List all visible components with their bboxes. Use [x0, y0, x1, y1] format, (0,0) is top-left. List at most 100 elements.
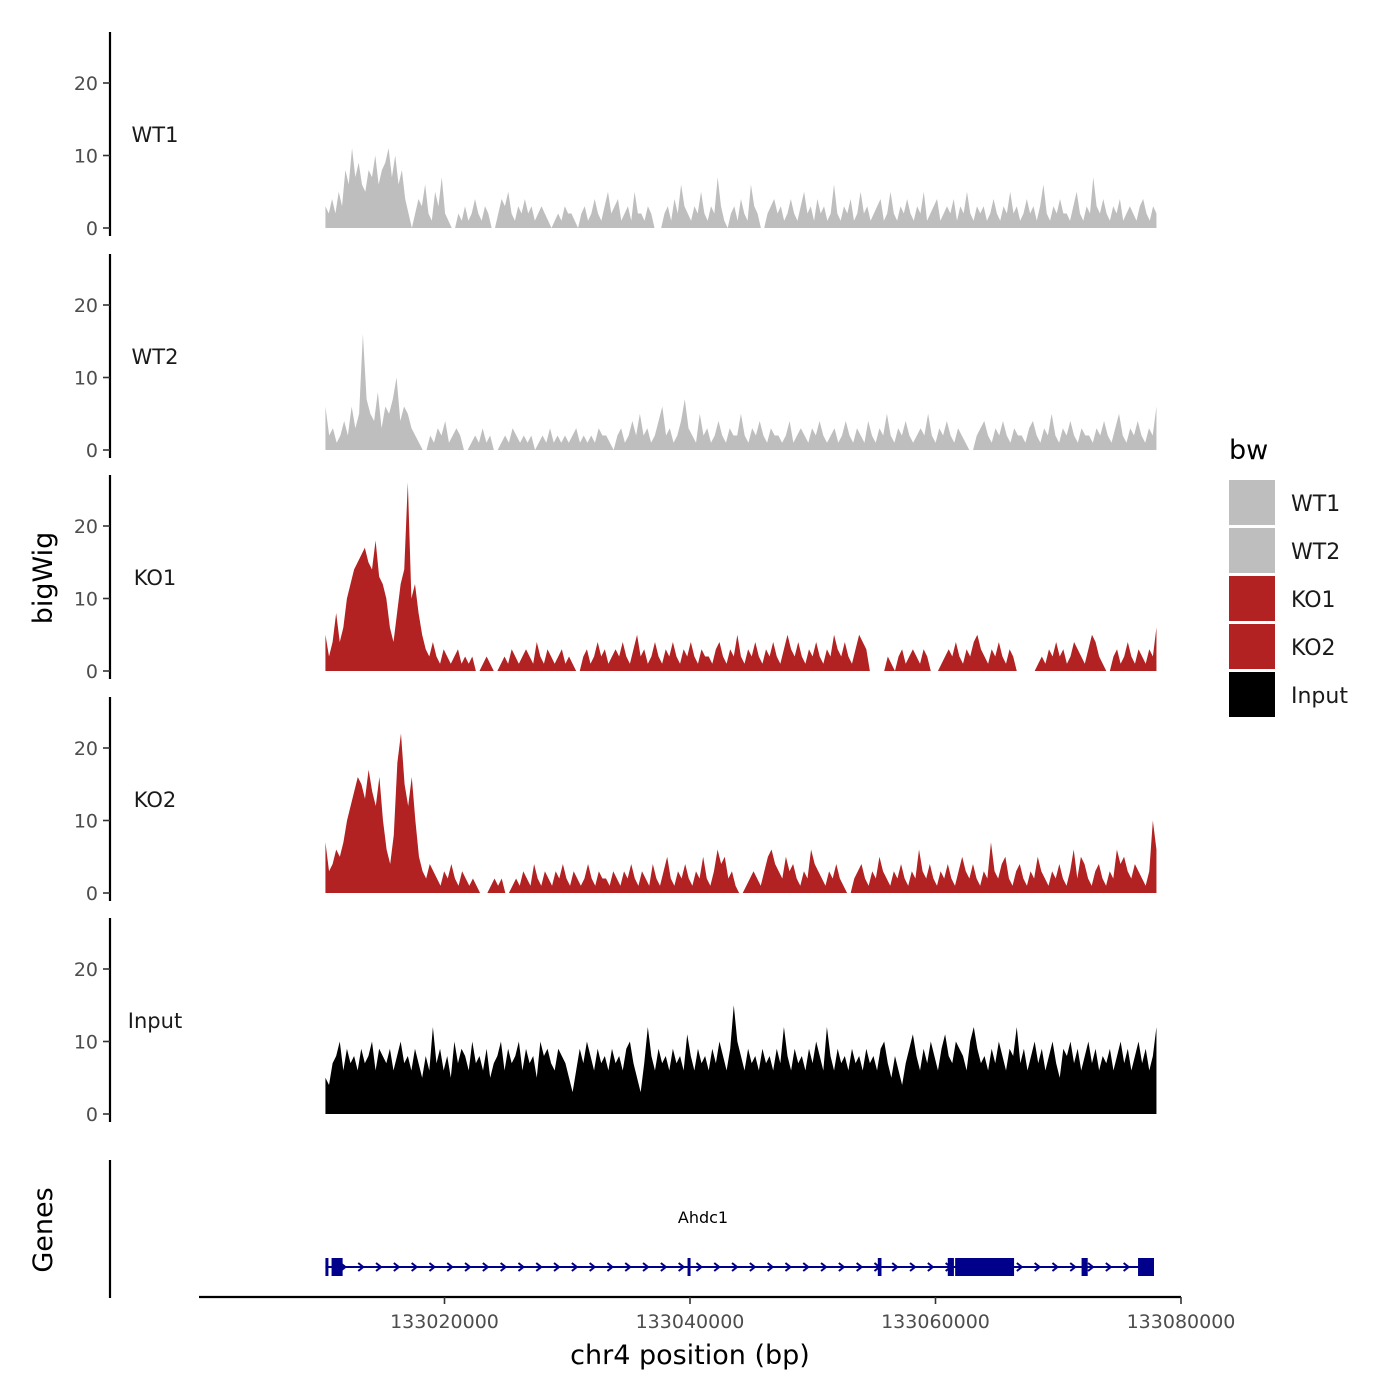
legend: bw WT1 WT2 KO1 KO2 Input	[1229, 435, 1348, 717]
y-tick-label: 10	[74, 1032, 98, 1054]
strand-arrow	[891, 1262, 899, 1272]
strand-arrow	[428, 1262, 437, 1272]
strand-arrow	[1069, 1262, 1077, 1272]
strand-arrow	[802, 1262, 810, 1272]
gene-exon	[687, 1258, 691, 1276]
strand-arrow	[517, 1262, 526, 1272]
strand-arrow	[856, 1262, 864, 1272]
y-tick-label: 0	[86, 1104, 98, 1126]
strand-arrow	[927, 1262, 935, 1272]
y-tick-label: 10	[74, 811, 98, 833]
gene-exon	[947, 1258, 954, 1276]
y-tick-label: 0	[86, 440, 98, 462]
coverage-area	[325, 334, 1157, 450]
strand-arrow	[695, 1262, 704, 1272]
coverage-area	[325, 733, 1157, 893]
track-label: Input	[128, 1009, 182, 1033]
gene-exon	[1081, 1258, 1088, 1276]
gene-exon	[331, 1258, 343, 1276]
track-label: KO2	[134, 788, 177, 812]
y-tick-label: 20	[74, 73, 98, 95]
track-input: 0 10 20 Input	[74, 918, 1157, 1126]
track-wt2: 0 10 20 WT2	[74, 254, 1157, 462]
gene-exon	[955, 1258, 1015, 1276]
track-ko1: 0 10 20 KO1	[74, 475, 1157, 683]
track-wt1: 0 10 20 WT1	[74, 32, 1157, 240]
strand-arrow	[1123, 1262, 1131, 1272]
legend-key-input	[1229, 672, 1275, 717]
x-tick-label: 133040000	[636, 1311, 745, 1333]
strand-arrow	[464, 1262, 472, 1272]
strand-arrow	[678, 1262, 686, 1272]
coverage-area	[325, 148, 1157, 228]
y-tick-label: 20	[74, 516, 98, 538]
strand-arrow	[838, 1262, 846, 1272]
strand-arrow	[393, 1262, 401, 1272]
y-tick-label: 0	[86, 218, 98, 240]
strand-arrow	[1034, 1262, 1042, 1272]
strand-arrow	[446, 1262, 454, 1272]
gene-exon	[325, 1258, 329, 1276]
legend-label-wt1: WT1	[1291, 492, 1340, 517]
strand-arrow	[411, 1262, 419, 1272]
strand-arrow	[375, 1262, 383, 1272]
legend-title: bw	[1229, 435, 1268, 466]
gene-exon	[877, 1258, 882, 1276]
y-tick-label: 10	[74, 368, 98, 390]
strand-arrow	[1105, 1262, 1113, 1272]
strand-arrow	[713, 1262, 721, 1272]
y-axis-title-bigwig: bigWig	[28, 532, 59, 625]
strand-arrow	[1051, 1262, 1060, 1272]
legend-key-ko1	[1229, 576, 1275, 621]
strand-arrow	[1087, 1262, 1095, 1272]
legend-key-wt1	[1229, 480, 1275, 525]
coverage-area	[325, 482, 1157, 671]
strand-arrow	[589, 1262, 597, 1272]
strand-arrow	[535, 1262, 543, 1272]
strand-arrow	[500, 1262, 508, 1272]
strand-arrow	[624, 1262, 632, 1272]
strand-arrow	[731, 1262, 739, 1272]
track-ko2: 0 10 20 KO2	[74, 697, 1157, 905]
track-label: WT1	[132, 123, 179, 147]
legend-label-ko1: KO1	[1291, 588, 1336, 613]
x-axis: 133020000 133040000 133060000 133080000	[199, 1295, 1236, 1333]
legend-key-ko2	[1229, 624, 1275, 669]
legend-label-input: Input	[1291, 684, 1348, 709]
strand-arrow	[660, 1262, 668, 1272]
y-tick-label: 20	[74, 295, 98, 317]
x-axis-title: chr4 position (bp)	[570, 1340, 810, 1371]
y-tick-label: 10	[74, 589, 98, 611]
y-tick-label: 20	[74, 738, 98, 760]
y-tick-label: 0	[86, 661, 98, 683]
gene-track: Ahdc1	[108, 1160, 1154, 1298]
legend-label-wt2: WT2	[1291, 540, 1340, 565]
gene-exon	[1138, 1258, 1154, 1276]
strand-arrow	[1016, 1262, 1024, 1272]
coverage-area	[325, 1005, 1157, 1114]
strand-arrow	[482, 1262, 490, 1272]
y-axis-title-genes: Genes	[28, 1187, 59, 1272]
strand-arrow	[820, 1262, 828, 1272]
strand-arrow	[784, 1262, 793, 1272]
y-tick-label: 20	[74, 959, 98, 981]
strand-arrow	[909, 1262, 917, 1272]
strand-arrow	[642, 1262, 650, 1272]
gene-label: Ahdc1	[678, 1208, 728, 1227]
strand-arrow	[571, 1262, 579, 1272]
strand-arrow	[553, 1262, 561, 1272]
coverage-tracks: 0 10 20 WT1 0 10 20 WT2 0 10 20 KO1 0 10 20 KO2 0 10 20 Inp…	[74, 32, 1157, 1126]
strand-arrow	[357, 1262, 365, 1272]
strand-arrow	[767, 1262, 775, 1272]
track-label: WT2	[132, 345, 179, 369]
legend-key-wt2	[1229, 528, 1275, 573]
x-tick-label: 133080000	[1127, 1311, 1236, 1333]
x-tick-label: 133060000	[881, 1311, 990, 1333]
x-tick-label: 133020000	[390, 1311, 499, 1333]
track-label: KO1	[134, 566, 177, 590]
legend-label-ko2: KO2	[1291, 636, 1336, 661]
y-tick-label: 10	[74, 146, 98, 168]
strand-arrow	[606, 1262, 615, 1272]
strand-arrow	[749, 1262, 757, 1272]
